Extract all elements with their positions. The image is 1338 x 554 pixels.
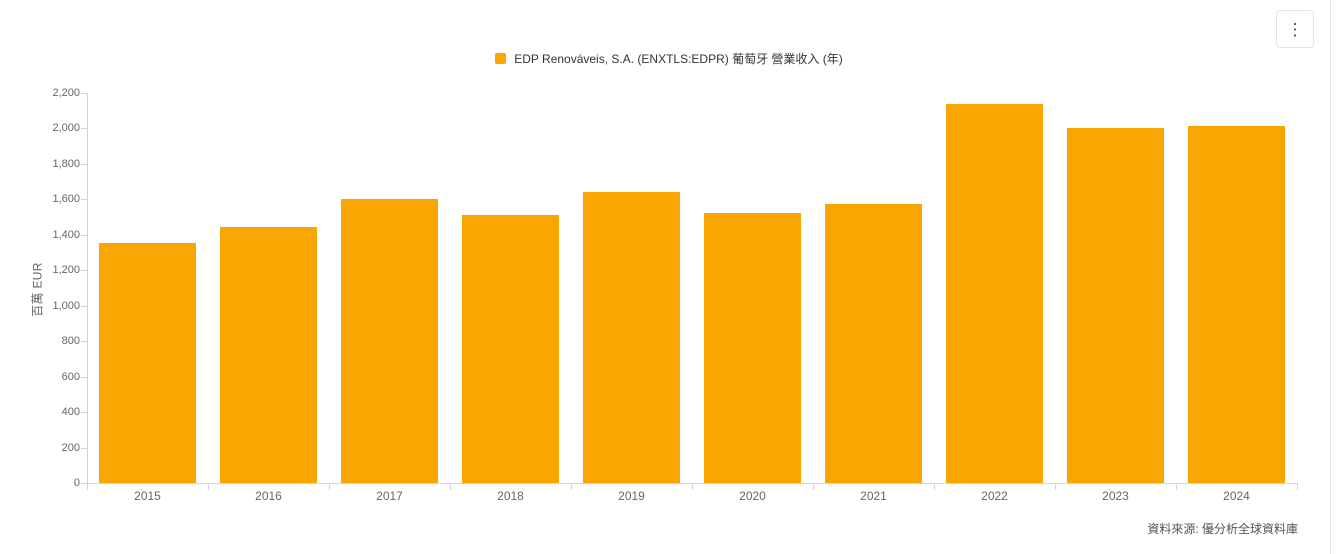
bar-2017[interactable] <box>341 199 438 483</box>
x-tick <box>1297 484 1298 490</box>
y-tick-label: 1,600 <box>52 193 80 205</box>
x-tick-label: 2023 <box>1102 489 1129 503</box>
y-tick <box>81 483 87 484</box>
x-tick-label: 2024 <box>1223 489 1250 503</box>
y-tick <box>81 199 87 200</box>
x-tick-label: 2017 <box>376 489 403 503</box>
x-tick <box>329 484 330 490</box>
y-axis-title: 百萬 EUR <box>30 262 45 317</box>
y-tick-label: 1,800 <box>52 158 80 170</box>
x-tick <box>692 484 693 490</box>
bar-2015[interactable] <box>99 242 196 483</box>
y-tick-label: 2,000 <box>52 122 80 134</box>
y-tick <box>81 377 87 378</box>
y-tick-label: 1,200 <box>52 264 80 276</box>
y-tick-label: 400 <box>61 406 80 418</box>
y-tick-label: 1,000 <box>52 300 80 312</box>
x-tick-label: 2019 <box>618 489 645 503</box>
x-tick-label: 2020 <box>739 489 766 503</box>
bar-2019[interactable] <box>583 192 680 483</box>
bar-2020[interactable] <box>704 213 801 483</box>
legend-label: EDP Renováveis, S.A. (ENXTLS:EDPR) 葡萄牙 營… <box>514 52 843 66</box>
x-tick-label: 2015 <box>134 489 161 503</box>
bar-2018[interactable] <box>462 215 559 483</box>
bar-2023[interactable] <box>1067 127 1164 483</box>
y-tick <box>81 412 87 413</box>
bar-2024[interactable] <box>1188 125 1285 483</box>
y-tick-label: 200 <box>61 442 80 454</box>
x-tick <box>1176 484 1177 490</box>
data-source-note: 資料來源: 優分析全球資料庫 <box>1147 522 1298 536</box>
bar-2022[interactable] <box>946 103 1043 483</box>
y-tick-label: 600 <box>61 371 80 383</box>
legend-swatch <box>495 53 507 64</box>
y-tick-label: 800 <box>61 335 80 347</box>
x-tick <box>934 484 935 490</box>
x-tick-label: 2016 <box>255 489 282 503</box>
y-tick-label: 0 <box>73 477 80 489</box>
x-tick-label: 2021 <box>860 489 887 503</box>
x-tick <box>571 484 572 490</box>
x-tick <box>208 484 209 490</box>
x-tick-label: 2022 <box>981 489 1008 503</box>
y-tick <box>81 341 87 342</box>
kebab-menu-icon: ⋮ <box>1286 19 1304 39</box>
x-tick <box>450 484 451 490</box>
y-tick-label: 2,200 <box>52 87 80 99</box>
y-tick <box>81 306 87 307</box>
bar-2016[interactable] <box>220 226 317 483</box>
y-tick <box>81 164 87 165</box>
bar-2021[interactable] <box>825 203 922 483</box>
x-tick <box>87 484 88 490</box>
x-tick <box>813 484 814 490</box>
y-tick <box>81 93 87 94</box>
x-tick-label: 2018 <box>497 489 524 503</box>
y-axis-line <box>87 93 88 483</box>
x-axis-line <box>87 483 1298 484</box>
x-tick <box>1055 484 1056 490</box>
y-tick <box>81 448 87 449</box>
y-tick <box>81 235 87 236</box>
page-right-divider <box>1330 0 1331 554</box>
y-tick <box>81 270 87 271</box>
y-tick <box>81 128 87 129</box>
y-tick-label: 1,400 <box>52 229 80 241</box>
chart-menu-button[interactable]: ⋮ <box>1276 10 1314 48</box>
legend-item[interactable]: EDP Renováveis, S.A. (ENXTLS:EDPR) 葡萄牙 營… <box>0 50 1338 67</box>
